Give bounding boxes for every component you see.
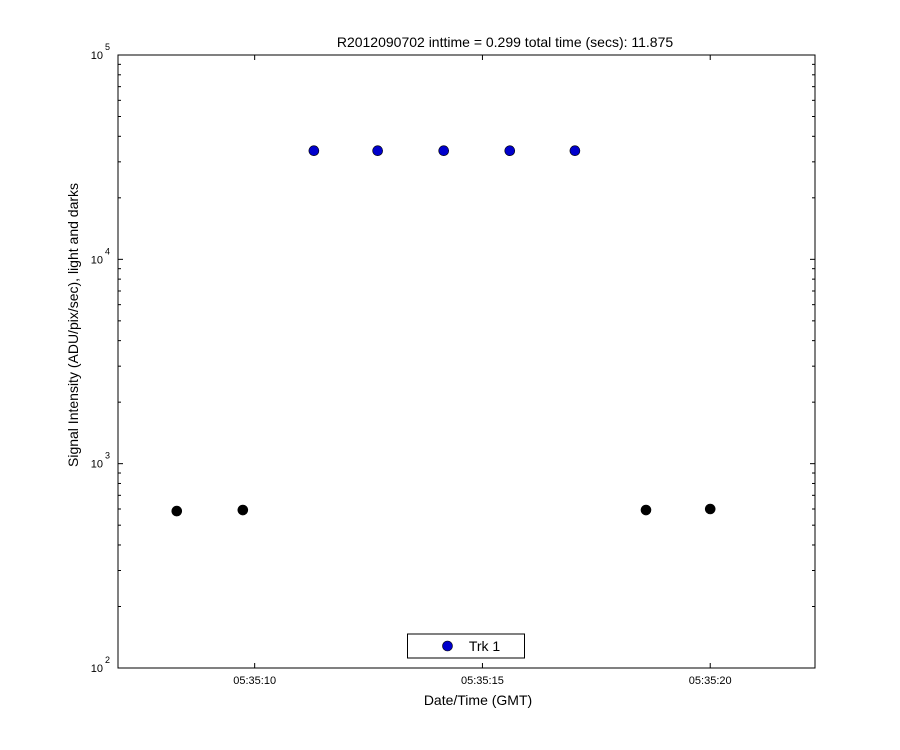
legend-marker <box>442 640 453 652</box>
x-axis-label: Date/Time (GMT) <box>424 692 532 708</box>
plot-area <box>117 54 816 669</box>
chart-title: R2012090702 inttime = 0.299 total time (… <box>337 34 674 50</box>
y-axis-label: Signal Intensity (ADU/pix/sec), light an… <box>65 183 81 467</box>
y-tick-exponent: 3 <box>105 451 110 461</box>
point <box>704 503 716 515</box>
y-tick-base: 10 <box>91 50 103 62</box>
y-tick-label: 103 <box>91 451 110 471</box>
point <box>640 504 652 516</box>
y-tick-base: 10 <box>91 254 103 266</box>
legend-box <box>407 633 525 659</box>
x-tick-label: 05:35:15 <box>461 675 504 687</box>
y-tick-exponent: 2 <box>105 655 110 665</box>
point <box>438 145 450 157</box>
y-tick-label: 104 <box>91 246 110 266</box>
point <box>569 145 581 157</box>
y-tick-label: 102 <box>91 655 110 675</box>
y-tick-base: 10 <box>91 459 103 471</box>
x-tick-label: 05:35:10 <box>233 675 276 687</box>
point <box>308 145 320 157</box>
point <box>237 504 249 516</box>
y-tick-base: 10 <box>91 663 103 675</box>
x-tick-label: 05:35:20 <box>689 675 732 687</box>
y-tick-exponent: 4 <box>105 246 110 256</box>
y-tick-exponent: 5 <box>105 42 110 52</box>
legend-label: Trk 1 <box>469 638 501 654</box>
y-tick-label: 105 <box>91 42 110 62</box>
point <box>372 145 383 157</box>
point <box>504 145 516 157</box>
point <box>171 505 183 517</box>
